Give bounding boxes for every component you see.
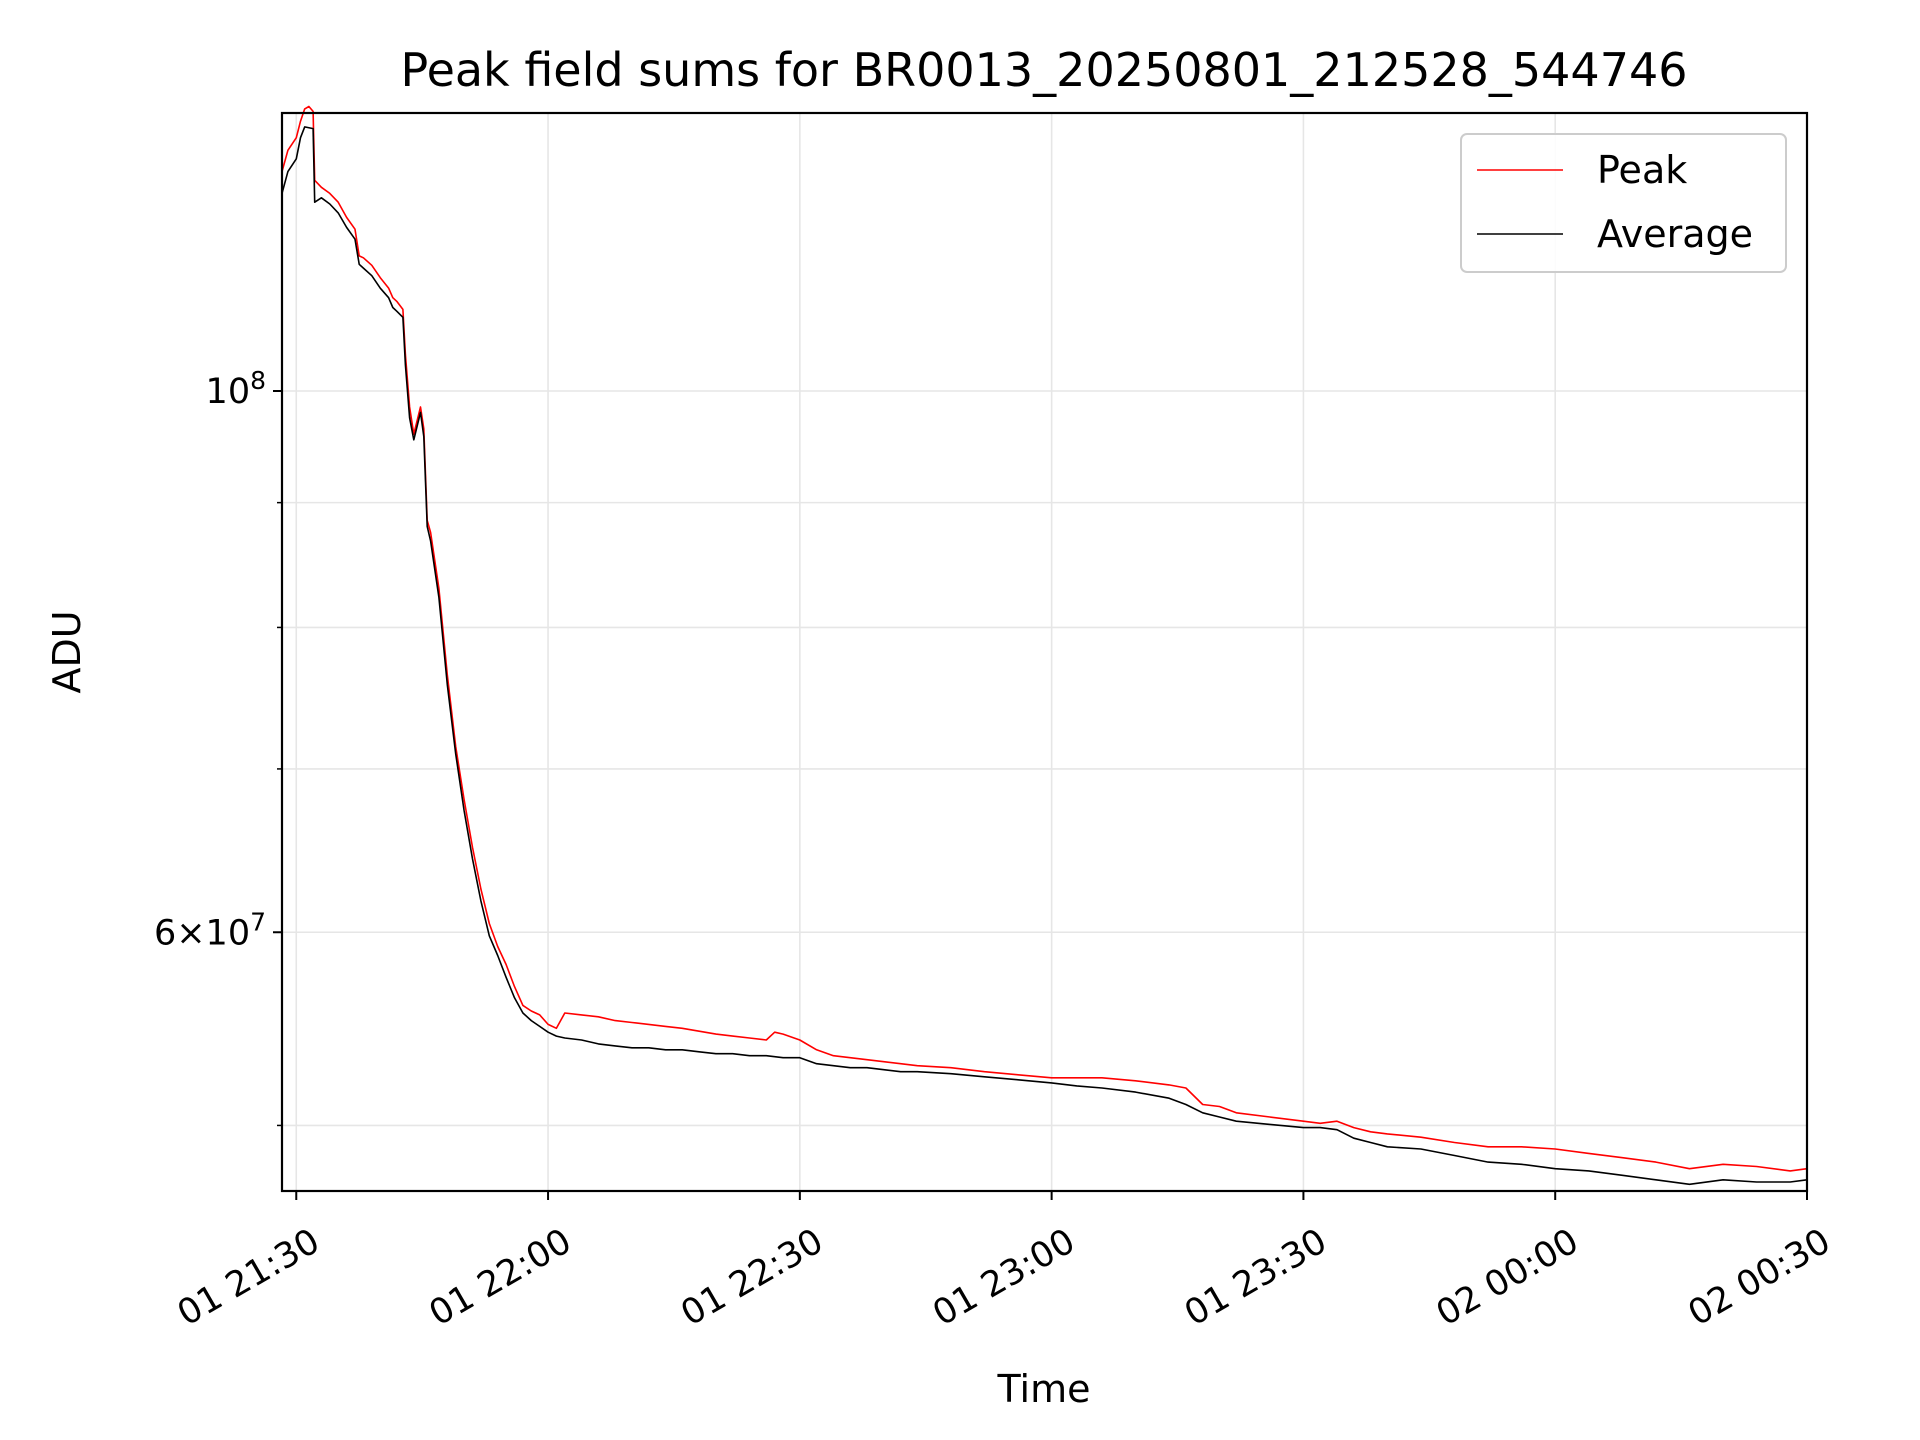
- legend-box: [1460, 133, 1787, 273]
- series-lines: [281, 105, 1808, 1186]
- y-axis-label: ADU: [45, 610, 89, 693]
- series-line-peak: [281, 105, 1808, 1172]
- legend: Peak Average: [1460, 133, 1787, 273]
- y-tick-label: 6×107: [154, 907, 266, 953]
- plot-area-frame: [280, 111, 1809, 1193]
- x-axis-label: Time: [997, 1367, 1091, 1411]
- series-line-average: [281, 126, 1808, 1186]
- grid-lines: [282, 113, 1808, 1191]
- legend-label-peak: Peak: [1597, 148, 1687, 192]
- y-tick-label: 108: [206, 366, 266, 412]
- chart-title: Peak field sums for BR0013_20250801_2125…: [400, 43, 1687, 97]
- legend-label-average: Average: [1597, 212, 1753, 256]
